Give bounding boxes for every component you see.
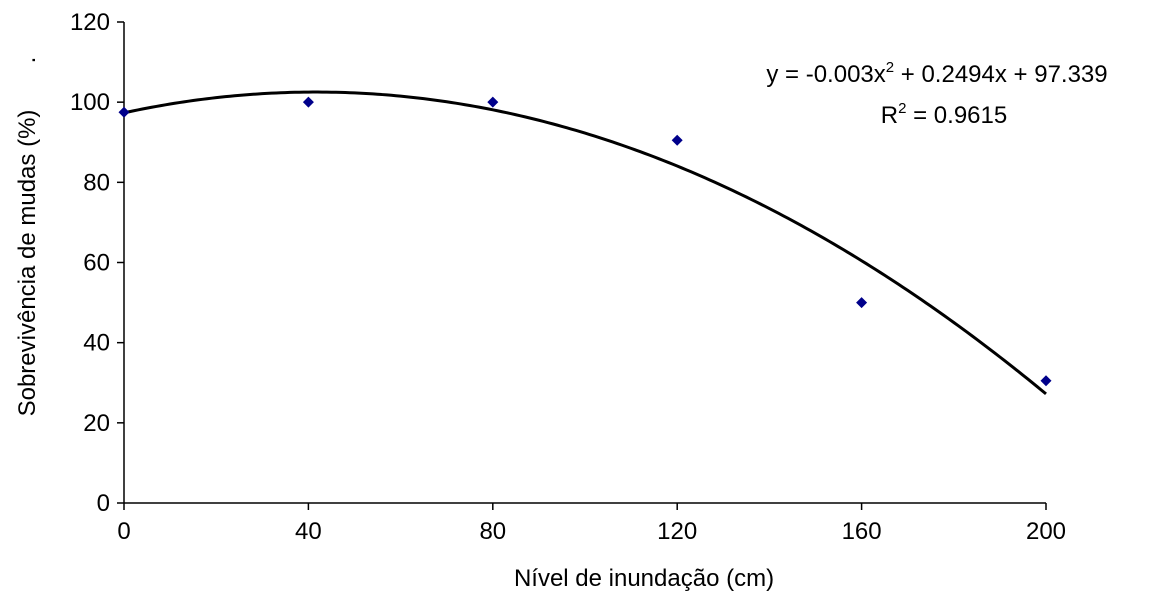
x-axis-label: Nível de inundação (cm) (514, 565, 774, 592)
data-point-marker (118, 106, 130, 118)
equation-superscript: 2 (886, 59, 894, 76)
x-tick-label: 120 (657, 518, 697, 545)
y-tick-label: 120 (70, 9, 110, 36)
r2-superscript: 2 (898, 100, 906, 117)
x-tick-label: 0 (117, 518, 130, 545)
r2-prefix: R (881, 102, 898, 129)
x-tick-label: 40 (295, 518, 322, 545)
axis-ticks: 0 20 40 60 80 100 120 0 40 80 120 160 200 (70, 9, 1066, 545)
data-point-marker (487, 96, 499, 108)
equation-suffix: + 0.2494x + 97.339 (894, 61, 1108, 88)
y-tick-label: 100 (70, 89, 110, 116)
data-point-marker (671, 134, 683, 146)
data-point-marker (1040, 375, 1052, 387)
x-tick-label: 80 (479, 518, 506, 545)
x-tick-label: 200 (1026, 518, 1066, 545)
data-point-marker (856, 297, 868, 309)
x-tick-label: 160 (842, 518, 882, 545)
trendline (123, 90, 1047, 396)
y-tick-label: 20 (83, 410, 110, 437)
y-axis-label: Sobrevivência de mudas (%) (14, 110, 41, 417)
y-axis-label-suffix: . (14, 57, 41, 64)
y-tick-label: 80 (83, 169, 110, 196)
data-points (118, 96, 1052, 387)
trendline-equation: y = -0.003x2 + 0.2494x + 97.339 (766, 59, 1107, 88)
equation-prefix: y = -0.003x (766, 61, 885, 88)
r2-suffix: = 0.9615 (906, 102, 1007, 129)
y-tick-label: 0 (97, 490, 110, 517)
y-tick-label: 40 (83, 330, 110, 357)
r-squared-label: R2 = 0.9615 (881, 100, 1007, 129)
y-tick-label: 60 (83, 250, 110, 277)
data-point-marker (302, 96, 314, 108)
trendline-group (123, 90, 1047, 396)
